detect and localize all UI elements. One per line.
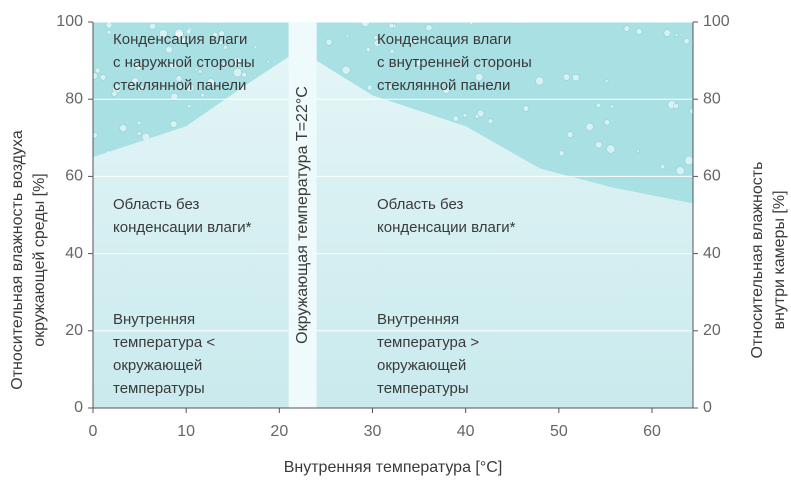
droplet	[342, 66, 350, 74]
y2-axis-label: внутри камеры [%]	[771, 190, 788, 329]
y2-tick-label: 20	[703, 322, 721, 339]
x-tick-label: 20	[270, 423, 288, 440]
x-tick-label: 30	[364, 423, 382, 440]
droplet	[559, 151, 564, 156]
droplet	[572, 74, 579, 81]
droplet	[523, 106, 529, 112]
y2-axis-label: Относительная влажность	[749, 162, 766, 359]
annotation: Область без	[377, 196, 463, 213]
droplet	[254, 46, 257, 49]
droplet	[674, 104, 679, 109]
droplet	[366, 48, 370, 52]
annotation: окружающей	[377, 357, 466, 374]
droplet	[675, 33, 678, 36]
x-tick-label: 10	[177, 423, 195, 440]
droplet	[106, 22, 112, 28]
droplet	[605, 79, 608, 82]
annotation: стеклянной панели	[377, 77, 510, 94]
y2-tick-label: 100	[703, 13, 730, 30]
droplet	[660, 164, 665, 169]
droplet	[389, 23, 394, 28]
droplet	[475, 114, 479, 118]
y2-tick-label: 40	[703, 245, 721, 262]
droplet	[536, 77, 544, 85]
droplet	[684, 38, 690, 44]
y2-tick-label: 80	[703, 90, 721, 107]
y-axis-label: окружающей среды [%]	[31, 173, 48, 347]
droplet	[267, 60, 270, 63]
chart: 0 20 40 60 80 100 0 20 40 60 80 100 0 10 20 30 40 50 60 Окр…	[0, 0, 791, 482]
y-tick-label: 60	[65, 168, 83, 185]
band-label: Окружающая температура T=22°C	[294, 86, 311, 344]
droplet	[596, 103, 601, 108]
y-tick-label: 100	[56, 13, 83, 30]
droplet	[137, 121, 141, 125]
annotation: конденсации влаги*	[377, 219, 516, 236]
y-axis-label: Относительная влажность воздуха	[9, 130, 26, 390]
annotation: Конденсация влаги	[377, 31, 511, 48]
y2-tick-label: 60	[703, 168, 721, 185]
page: 0 20 40 60 80 100 0 20 40 60 80 100 0 10 20 30 40 50 60 Окр…	[0, 0, 791, 482]
droplet	[595, 141, 602, 148]
x-axis-label: Внутренняя температура [°C]	[284, 459, 503, 476]
x-tick-label: 40	[457, 423, 475, 440]
droplet	[610, 105, 614, 109]
droplet	[685, 156, 694, 165]
droplet	[137, 132, 141, 136]
droplet	[107, 30, 111, 34]
droplet	[362, 19, 370, 27]
annotation: стеклянной панели	[113, 77, 246, 94]
y-tick-label: 40	[65, 245, 83, 262]
annotation: окружающей	[113, 357, 202, 374]
droplet	[95, 68, 100, 73]
droplet	[586, 123, 594, 131]
x-tick-label: 60	[643, 423, 661, 440]
annotation: Конденсация влаги	[113, 31, 247, 48]
annotation: Внутренняя	[113, 311, 195, 328]
droplet	[563, 74, 570, 81]
droplet	[120, 124, 127, 131]
droplet	[689, 108, 695, 114]
droplet	[346, 35, 349, 38]
droplet	[664, 30, 671, 37]
annotation: Внутренняя	[377, 311, 459, 328]
x-tick-label: 50	[550, 423, 568, 440]
annotation: Область без	[113, 196, 199, 213]
annotation: температура <	[113, 334, 215, 351]
droplet	[606, 145, 615, 154]
droplet	[637, 149, 640, 152]
annotation: температуры	[377, 380, 469, 397]
droplet	[149, 23, 156, 30]
droplet	[100, 74, 106, 80]
droplet	[636, 28, 642, 34]
y2-tick-label: 0	[703, 399, 712, 416]
x-tick-label: 0	[89, 423, 98, 440]
droplet	[170, 121, 177, 128]
droplet	[604, 120, 610, 126]
droplet	[390, 49, 394, 53]
y-tick-label: 20	[65, 322, 83, 339]
droplet	[367, 85, 372, 90]
droplet	[624, 26, 630, 32]
droplet	[488, 119, 493, 124]
annotation: с внутренней стороны	[377, 54, 532, 71]
annotation: температура >	[377, 334, 479, 351]
droplet	[453, 116, 459, 122]
droplet	[567, 132, 573, 138]
droplet	[463, 113, 467, 117]
y-tick-label: 80	[65, 90, 83, 107]
droplet	[91, 73, 98, 80]
droplet	[676, 167, 684, 175]
droplet	[187, 104, 191, 108]
annotation: температуры	[113, 380, 205, 397]
annotation: конденсации влаги*	[113, 219, 252, 236]
y-tick-label: 0	[74, 399, 83, 416]
droplet	[326, 39, 332, 45]
annotation: с наружной стороны	[113, 54, 255, 71]
